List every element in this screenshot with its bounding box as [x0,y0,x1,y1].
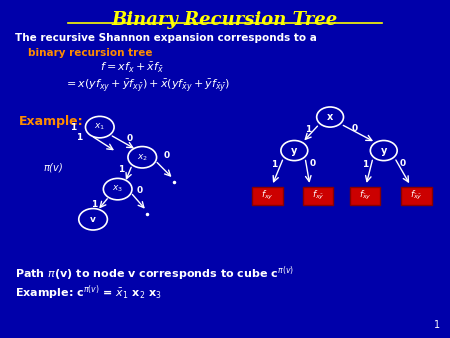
FancyBboxPatch shape [252,187,283,204]
Text: Example: c$^{\pi(v)}$ = $\bar{x}_1$ x$_2$ x$_3$: Example: c$^{\pi(v)}$ = $\bar{x}_1$ x$_2… [15,283,162,301]
FancyBboxPatch shape [303,187,333,204]
FancyBboxPatch shape [350,187,380,204]
Text: $x_3$: $x_3$ [112,184,123,194]
Text: 1: 1 [362,160,368,169]
Text: 0: 0 [400,159,405,168]
Text: $f = xf_x + \bar{x}f_{\bar{x}}$: $f = xf_x + \bar{x}f_{\bar{x}}$ [100,61,163,75]
Text: 1: 1 [118,165,124,174]
Text: $x_1$: $x_1$ [94,122,105,132]
Text: Binary Recursion Tree: Binary Recursion Tree [112,11,338,29]
Text: 0: 0 [137,186,143,195]
Text: 1: 1 [76,132,83,142]
Text: Path $\pi$(v) to node v corresponds to cube c$^{\pi(v)}$: Path $\pi$(v) to node v corresponds to c… [15,265,294,283]
Text: 1: 1 [91,200,97,209]
Text: 0: 0 [309,159,315,168]
Text: $= x(yf_{xy} + \bar{y}f_{x\bar{y}}) + \bar{x}(yf_{\bar{x}y} + \bar{y}f_{\bar{x}\: $= x(yf_{xy} + \bar{y}f_{x\bar{y}}) + \b… [64,78,230,94]
Text: The recursive Shannon expansion corresponds to a: The recursive Shannon expansion correspo… [15,33,317,43]
Text: $f_{\bar{x}\bar{y}}$: $f_{\bar{x}\bar{y}}$ [410,189,423,202]
Text: $f_{xy}$: $f_{xy}$ [261,189,274,202]
Text: 0: 0 [164,151,170,160]
Text: y: y [291,146,297,155]
Text: 1: 1 [70,123,76,132]
Text: 0: 0 [351,124,358,133]
Text: 0: 0 [127,134,133,143]
FancyBboxPatch shape [401,187,432,204]
Text: binary recursion tree: binary recursion tree [28,48,153,58]
Text: y: y [381,146,387,155]
Text: $\pi$(v): $\pi$(v) [43,161,63,174]
Text: 1: 1 [271,160,277,169]
Text: $f_{\bar{x}y}$: $f_{\bar{x}y}$ [359,189,371,202]
Text: x: x [327,112,333,122]
Text: 1: 1 [305,125,311,134]
Text: Example:: Example: [19,115,84,128]
Text: $x_2$: $x_2$ [137,152,148,163]
Text: 1: 1 [433,320,440,330]
Text: $f_{x\bar{y}}$: $f_{x\bar{y}}$ [312,189,324,202]
Text: v: v [90,215,96,224]
